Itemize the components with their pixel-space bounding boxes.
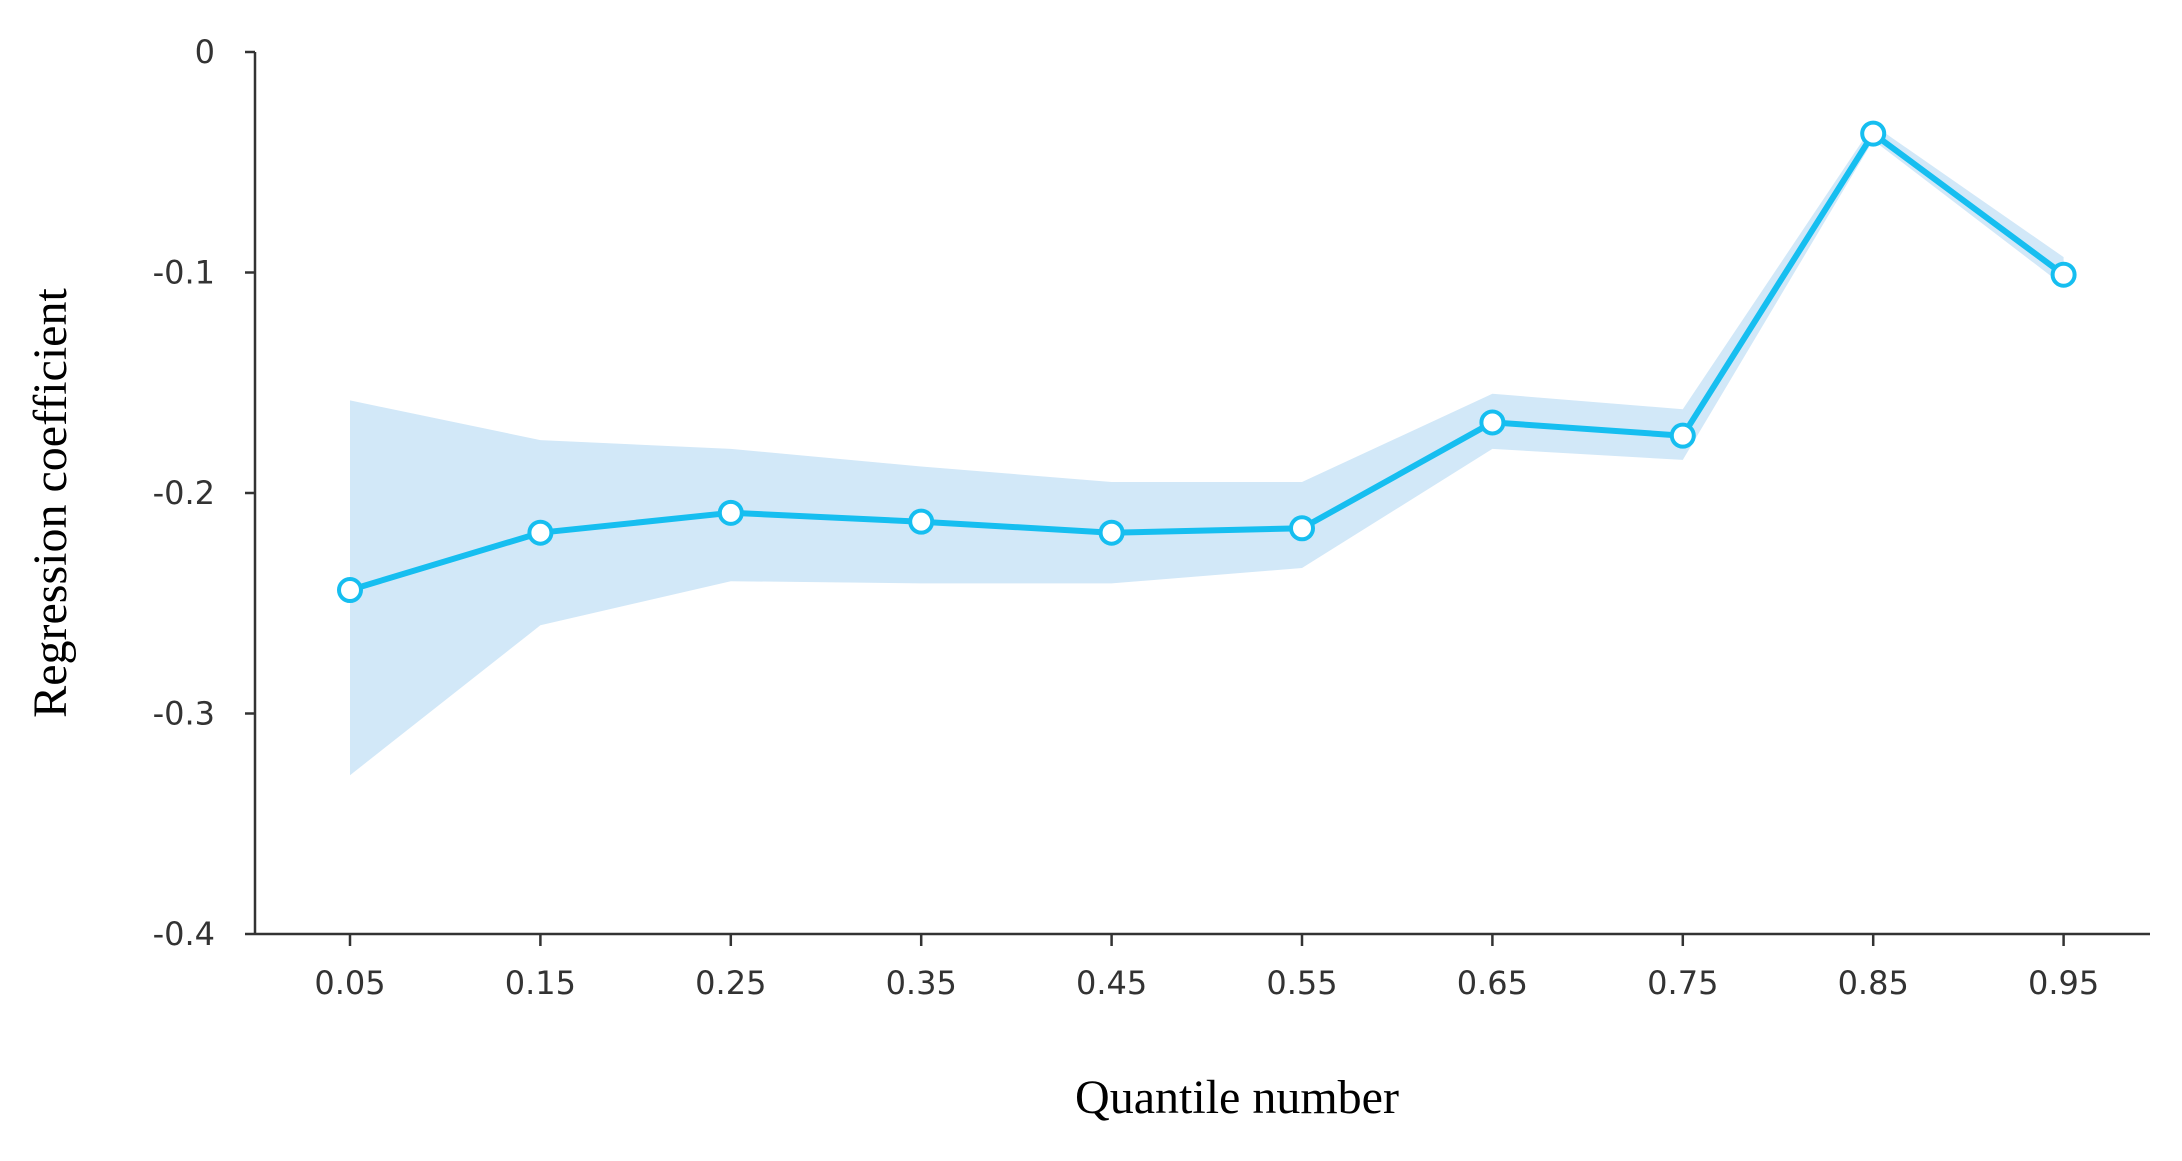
data-point[interactable] (527, 519, 554, 546)
x-tick-label: 0.25 (695, 964, 766, 1002)
data-point[interactable] (2050, 261, 2077, 288)
y-tick-label: -0.2 (153, 474, 215, 512)
x-tick-label: 0.55 (1266, 964, 1337, 1002)
x-tick-label: 0.35 (886, 964, 957, 1002)
data-point[interactable] (717, 499, 744, 526)
y-tick-label: -0.4 (153, 915, 215, 953)
x-tick-label: 0.05 (314, 964, 385, 1002)
x-tick-label: 0.75 (1647, 964, 1718, 1002)
data-point[interactable] (908, 508, 935, 535)
series-line (347, 130, 2067, 593)
data-point[interactable] (1669, 422, 1696, 449)
data-point[interactable] (337, 577, 363, 604)
y-tick-label: -0.1 (153, 254, 215, 292)
x-tick-label: 0.45 (1076, 964, 1147, 1002)
confidence-band (350, 124, 2064, 776)
y-tick-label: -0.3 (153, 695, 215, 733)
data-point[interactable] (1479, 409, 1506, 436)
x-tick-label: 0.95 (2028, 964, 2099, 1002)
y-tick-label: 0 (195, 33, 215, 71)
x-tick-label: 0.15 (505, 964, 576, 1002)
x-axis-title: Quantile number (1075, 1071, 1399, 1124)
data-point[interactable] (1289, 515, 1315, 542)
data-point[interactable] (1098, 519, 1125, 546)
y-axis-title: Regression coefficient (24, 288, 77, 718)
x-tick-label: 0.85 (1838, 964, 1909, 1002)
data-point[interactable] (1860, 120, 1887, 147)
x-tick-label: 0.65 (1457, 964, 1528, 1002)
